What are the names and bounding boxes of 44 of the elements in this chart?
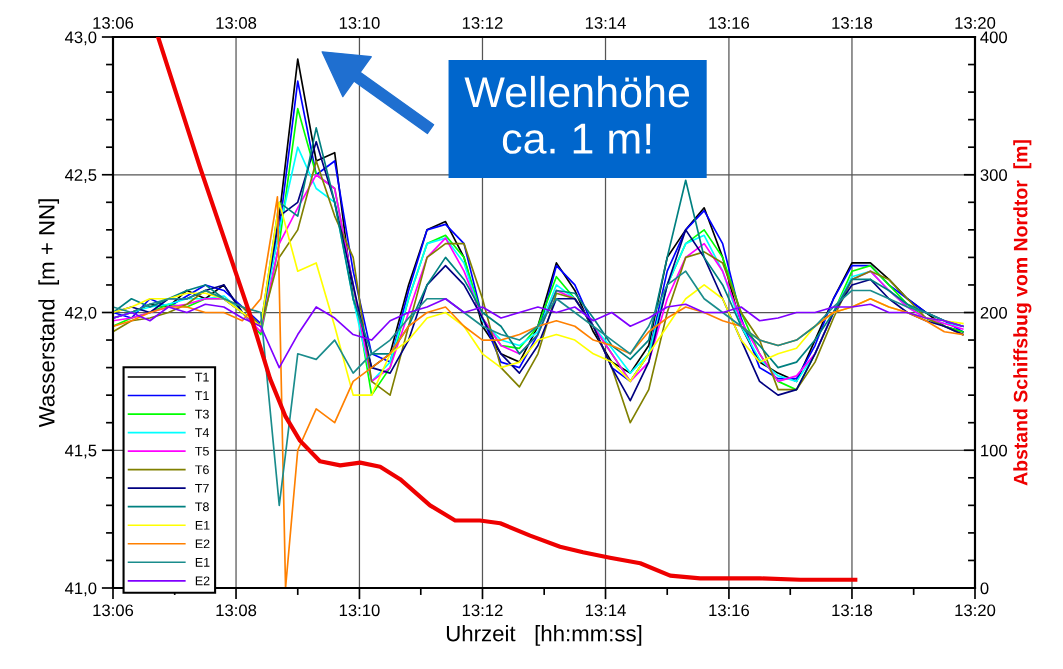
y2-tick-label: 0 xyxy=(980,582,989,595)
legend-label: T8 xyxy=(195,502,209,512)
legend-label: T1 xyxy=(195,372,209,382)
x-tick-label: 13:06 xyxy=(93,17,134,29)
legend-label: E2 xyxy=(195,539,210,549)
x-tick-label: 13:20 xyxy=(955,17,996,29)
legend-label: T6 xyxy=(195,465,209,475)
legend-label: E1 xyxy=(195,558,210,567)
x-tick-label: 13:18 xyxy=(832,17,873,29)
x-tick-label: 13:14 xyxy=(585,17,626,29)
y-axis-title: Wasserstand [m + NN] xyxy=(38,199,60,428)
legend-label: E1 xyxy=(195,520,210,530)
x2-tick-label: 13:06 xyxy=(93,604,134,617)
x2-tick-label: 13:16 xyxy=(709,604,750,617)
y2-tick-label: 300 xyxy=(980,169,1008,181)
legend-label: T3 xyxy=(195,409,209,419)
annotation: Wellenhöhe ca. 1 m! xyxy=(464,75,690,154)
y-tick-label: 43,0 xyxy=(64,31,97,46)
x2-tick-label: 13:20 xyxy=(955,604,996,617)
legend-label: T4 xyxy=(195,428,210,437)
x-axis-title: Uhrzeit [hh:mm:ss] xyxy=(446,625,642,646)
x2-tick-label: 13:14 xyxy=(585,604,626,617)
y2-tick-label: 400 xyxy=(980,31,1008,44)
legend-label: T1 xyxy=(195,391,209,400)
y2-tick-label: 200 xyxy=(980,306,1008,319)
legend-label: T7 xyxy=(195,483,209,493)
legend-label: E2 xyxy=(195,576,210,586)
x-tick-label: 13:16 xyxy=(709,17,750,29)
y-tick-label: 42,0 xyxy=(64,306,97,321)
y2-axis-title: Abstand Schiffsbug vom Nordtor [m] xyxy=(1013,140,1032,486)
x2-tick-label: 13:10 xyxy=(339,604,380,617)
line-series xyxy=(113,297,964,369)
x2-tick-label: 13:18 xyxy=(832,604,873,617)
y-tick-label: 42,5 xyxy=(64,169,97,183)
line-series xyxy=(113,195,964,588)
legend-label: T5 xyxy=(195,446,209,456)
x2-tick-label: 13:12 xyxy=(462,604,503,617)
x-tick-label: 13:12 xyxy=(462,17,503,29)
y-tick-label: 41,5 xyxy=(64,444,97,459)
x2-tick-label: 13:08 xyxy=(216,604,257,617)
x-tick-label: 13:08 xyxy=(216,17,257,29)
y2-tick-label: 100 xyxy=(981,444,1008,457)
y-tick-label: 41,0 xyxy=(64,582,97,597)
x-tick-label: 13:10 xyxy=(339,17,380,29)
